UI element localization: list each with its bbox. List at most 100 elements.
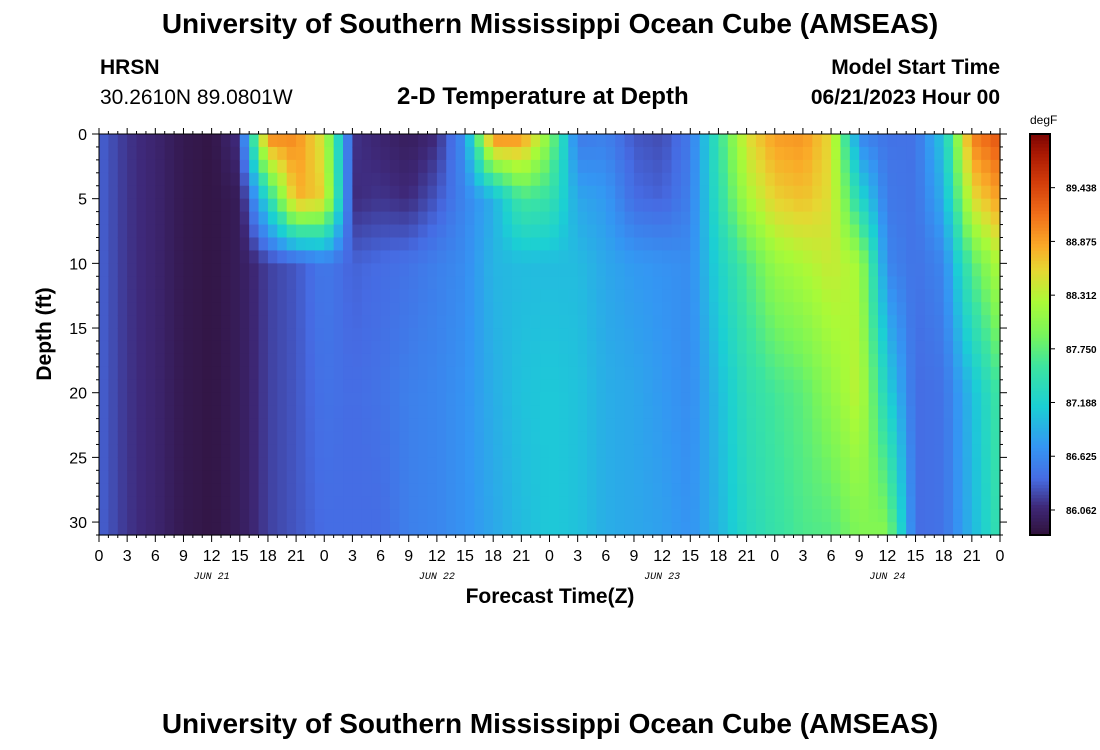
heatmap-cell [361, 470, 372, 484]
heatmap-cell [164, 237, 175, 252]
heatmap-cell [333, 134, 344, 148]
heatmap-cell [840, 289, 851, 303]
heatmap-cell [727, 263, 738, 277]
heatmap-cell [934, 509, 945, 523]
heatmap-cell [446, 172, 457, 187]
heatmap-cell [924, 483, 935, 497]
heatmap-cell [577, 263, 588, 277]
heatmap-cell [455, 172, 466, 187]
heatmap-cell [643, 159, 654, 174]
heatmap-cell [605, 340, 616, 355]
heatmap-cell [943, 159, 954, 174]
heatmap-cell [446, 289, 457, 303]
heatmap-cell [868, 444, 879, 458]
heatmap-cell [774, 159, 785, 174]
heatmap-cell [521, 185, 532, 200]
heatmap-cell [849, 444, 860, 458]
heatmap-cell [605, 263, 616, 277]
heatmap-cell [258, 418, 269, 433]
heatmap-cell [746, 353, 757, 368]
colorbar-segment [1030, 294, 1050, 299]
heatmap-cell [155, 353, 166, 368]
heatmap-cell [352, 172, 363, 187]
heatmap-cell [145, 379, 156, 394]
heatmap-cell [568, 509, 579, 523]
colorbar-segment [1030, 521, 1050, 526]
heatmap-cell [643, 405, 654, 420]
colorbar-segment [1030, 334, 1050, 339]
heatmap-cell [221, 379, 232, 394]
heatmap-cell [812, 276, 823, 290]
heatmap-cell [680, 457, 691, 471]
heatmap-cell [568, 353, 579, 368]
heatmap-cell [352, 457, 363, 471]
heatmap-cell [662, 276, 673, 290]
heatmap-cell [831, 496, 842, 510]
heatmap-cell [746, 457, 757, 471]
heatmap-cell [605, 159, 616, 174]
heatmap-cell [343, 172, 354, 187]
heatmap-cell [737, 444, 748, 458]
heatmap-cell [239, 134, 250, 148]
heatmap-cell [877, 263, 888, 277]
heatmap-cell [136, 509, 147, 523]
heatmap-cell [493, 379, 504, 394]
heatmap-cell [230, 159, 241, 174]
heatmap-cell [840, 328, 851, 342]
station-location: 30.2610N 89.0801W [100, 86, 293, 109]
heatmap-cell [906, 211, 917, 226]
heatmap-cell [211, 224, 222, 239]
heatmap-cell [221, 483, 232, 497]
heatmap-cell [117, 366, 128, 381]
heatmap-cell [249, 146, 260, 161]
heatmap-cell [821, 198, 832, 213]
heatmap-cell [436, 405, 447, 420]
heatmap-cell [136, 379, 147, 394]
heatmap-cell [183, 353, 194, 368]
heatmap-cell [718, 315, 729, 329]
heatmap-cell [530, 315, 541, 329]
heatmap-cell [774, 392, 785, 407]
heatmap-cell [239, 250, 250, 264]
colorbar-segment [1030, 281, 1050, 285]
heatmap-cell [211, 509, 222, 523]
heatmap-cell [709, 146, 720, 161]
heatmap-cell [192, 496, 203, 510]
heatmap-cell [906, 366, 917, 381]
heatmap-cell [840, 224, 851, 239]
heatmap-cell [990, 302, 1001, 316]
day-label: JUN 23 [644, 572, 680, 583]
heatmap-cell [587, 366, 598, 381]
heatmap-cell [671, 444, 682, 458]
heatmap-cell [615, 224, 626, 239]
heatmap-cell [821, 328, 832, 342]
heatmap-cell [174, 198, 185, 213]
heatmap-cell [577, 185, 588, 200]
heatmap-cell [690, 470, 701, 484]
heatmap-cell [530, 146, 541, 161]
heatmap-cell [202, 185, 213, 200]
heatmap-cell [192, 379, 203, 394]
heatmap-cell [849, 470, 860, 484]
heatmap-cell [549, 198, 560, 213]
day-label: JUN 21 [194, 572, 230, 583]
heatmap-cell [652, 405, 663, 420]
heatmap-cell [99, 172, 109, 187]
heatmap-cell [765, 237, 776, 252]
heatmap-cell [568, 263, 579, 277]
heatmap-cell [314, 289, 325, 303]
heatmap-cell [483, 211, 494, 226]
heatmap-cell [230, 483, 241, 497]
heatmap-cell [371, 315, 382, 329]
heatmap-cell [718, 224, 729, 239]
heatmap-cell [924, 418, 935, 433]
heatmap-cell [971, 172, 982, 187]
heatmap-cell [427, 237, 438, 252]
heatmap-cell [877, 353, 888, 368]
heatmap-cell [812, 457, 823, 471]
y-tick-label: 10 [69, 256, 87, 273]
heatmap-cell [690, 418, 701, 433]
heatmap-cell [633, 276, 644, 290]
heatmap-cell [483, 134, 494, 148]
heatmap-cell [568, 444, 579, 458]
